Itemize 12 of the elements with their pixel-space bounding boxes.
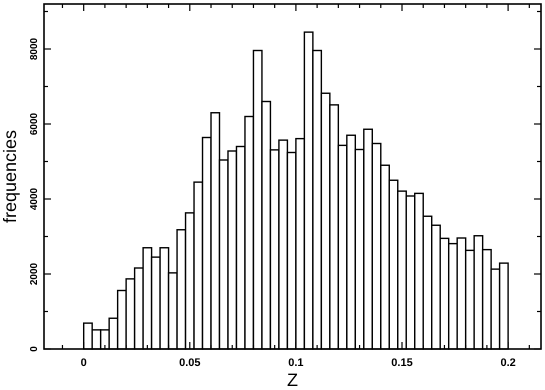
y-tick-label: 6000 xyxy=(29,112,40,136)
x-tick-label: 0 xyxy=(80,357,87,369)
y-tick-label: 0 xyxy=(29,346,40,352)
x-tick-label: 0.15 xyxy=(391,357,413,369)
x-tick-label: 0.1 xyxy=(288,357,304,369)
x-tick-label: 0.05 xyxy=(179,357,200,369)
y-axis-title: frequencies xyxy=(0,130,20,224)
x-tick-label: 0.2 xyxy=(500,357,516,369)
x-axis-title: Z xyxy=(287,370,298,390)
y-tick-label: 2000 xyxy=(29,262,40,286)
y-tick-label: 8000 xyxy=(29,37,40,60)
y-tick-label: 4000 xyxy=(29,187,40,210)
